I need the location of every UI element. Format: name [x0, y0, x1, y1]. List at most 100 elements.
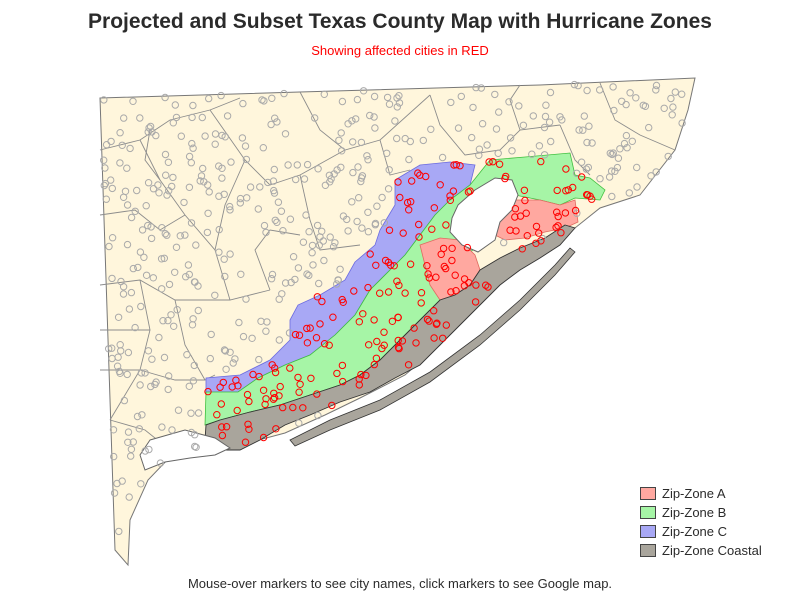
- affected-city-marker[interactable]: [430, 307, 438, 315]
- affected-city-marker[interactable]: [485, 158, 493, 166]
- affected-city-marker[interactable]: [437, 250, 445, 259]
- affected-city-marker[interactable]: [376, 289, 384, 297]
- affected-city-marker[interactable]: [405, 206, 413, 214]
- affected-city-marker[interactable]: [387, 261, 395, 269]
- affected-city-marker[interactable]: [299, 404, 307, 412]
- affected-city-marker[interactable]: [320, 340, 329, 348]
- affected-city-marker[interactable]: [489, 158, 497, 166]
- affected-city-marker[interactable]: [417, 299, 425, 307]
- affected-city-marker[interactable]: [385, 226, 394, 234]
- affected-city-marker[interactable]: [436, 181, 444, 189]
- affected-city-marker[interactable]: [390, 262, 398, 270]
- affected-city-marker[interactable]: [313, 293, 322, 301]
- affected-city-marker[interactable]: [430, 204, 438, 212]
- affected-city-marker[interactable]: [394, 313, 402, 321]
- affected-city-marker[interactable]: [380, 328, 388, 336]
- affected-city-marker[interactable]: [339, 298, 347, 306]
- affected-city-marker[interactable]: [511, 213, 519, 221]
- affected-city-marker[interactable]: [272, 425, 280, 433]
- affected-city-marker[interactable]: [472, 281, 480, 289]
- affected-city-marker[interactable]: [329, 313, 337, 321]
- affected-city-marker[interactable]: [233, 406, 241, 415]
- affected-city-markers[interactable]: [204, 157, 596, 446]
- affected-city-marker[interactable]: [296, 380, 304, 388]
- affected-city-marker[interactable]: [553, 208, 561, 216]
- affected-city-marker[interactable]: [452, 287, 460, 295]
- affected-city-marker[interactable]: [554, 222, 562, 230]
- affected-city-marker[interactable]: [218, 423, 226, 431]
- affected-city-marker[interactable]: [414, 169, 422, 177]
- affected-city-marker[interactable]: [213, 411, 221, 419]
- affected-city-marker[interactable]: [316, 320, 324, 328]
- affected-city-marker[interactable]: [448, 244, 456, 253]
- affected-city-marker[interactable]: [350, 287, 358, 295]
- affected-city-marker[interactable]: [244, 420, 252, 428]
- affected-city-marker[interactable]: [423, 315, 432, 324]
- affected-city-marker[interactable]: [313, 390, 321, 398]
- affected-city-marker[interactable]: [243, 390, 252, 399]
- affected-city-marker[interactable]: [588, 195, 596, 203]
- affected-city-marker[interactable]: [442, 321, 450, 329]
- affected-city-marker[interactable]: [428, 225, 436, 233]
- affected-city-marker[interactable]: [553, 186, 561, 195]
- affected-city-marker[interactable]: [423, 262, 431, 270]
- affected-city-marker[interactable]: [398, 337, 407, 345]
- affected-city-marker[interactable]: [449, 187, 458, 195]
- affected-city-marker[interactable]: [523, 232, 531, 240]
- affected-city-marker[interactable]: [276, 382, 284, 391]
- affected-city-marker[interactable]: [410, 324, 418, 332]
- affected-city-marker[interactable]: [268, 361, 276, 369]
- affected-city-marker[interactable]: [425, 317, 433, 325]
- affected-city-marker[interactable]: [518, 245, 526, 253]
- affected-city-marker[interactable]: [569, 183, 577, 192]
- affected-city-marker[interactable]: [506, 226, 514, 234]
- affected-city-marker[interactable]: [204, 387, 212, 396]
- affected-city-marker[interactable]: [269, 395, 278, 403]
- affected-city-marker[interactable]: [364, 283, 372, 292]
- affected-city-marker[interactable]: [271, 368, 280, 377]
- affected-city-marker[interactable]: [295, 388, 303, 396]
- affected-city-marker[interactable]: [401, 289, 409, 297]
- affected-city-marker[interactable]: [338, 361, 347, 370]
- affected-city-marker[interactable]: [303, 339, 312, 347]
- affected-city-marker[interactable]: [406, 260, 415, 268]
- affected-city-marker[interactable]: [440, 262, 448, 271]
- affected-city-marker[interactable]: [394, 336, 402, 345]
- affected-city-marker[interactable]: [442, 221, 450, 229]
- affected-city-marker[interactable]: [407, 198, 415, 206]
- affected-city-marker[interactable]: [522, 209, 530, 217]
- affected-city-marker[interactable]: [370, 360, 378, 369]
- affected-city-marker[interactable]: [396, 193, 404, 202]
- affected-city-marker[interactable]: [561, 209, 570, 217]
- affected-city-marker[interactable]: [466, 187, 474, 195]
- affected-city-marker[interactable]: [365, 341, 373, 349]
- affected-city-marker[interactable]: [516, 212, 525, 220]
- affected-city-marker[interactable]: [408, 177, 416, 185]
- affected-city-marker[interactable]: [532, 222, 541, 231]
- affected-city-marker[interactable]: [439, 334, 447, 342]
- affected-city-marker[interactable]: [217, 400, 226, 408]
- affected-city-marker[interactable]: [289, 403, 297, 412]
- affected-city-marker[interactable]: [355, 375, 363, 383]
- affected-city-marker[interactable]: [520, 186, 529, 195]
- affected-city-marker[interactable]: [370, 316, 378, 324]
- affected-city-marker[interactable]: [303, 324, 311, 333]
- affected-city-marker[interactable]: [232, 376, 240, 384]
- affected-city-marker[interactable]: [484, 283, 492, 291]
- affected-city-marker[interactable]: [452, 161, 460, 169]
- affected-city-marker[interactable]: [380, 341, 388, 349]
- affected-city-marker[interactable]: [482, 281, 490, 289]
- affected-city-marker[interactable]: [372, 354, 381, 362]
- affected-city-marker[interactable]: [279, 403, 287, 412]
- affected-city-marker[interactable]: [366, 250, 374, 258]
- affected-city-marker[interactable]: [433, 319, 441, 327]
- affected-city-marker[interactable]: [270, 394, 279, 402]
- affected-city-marker[interactable]: [325, 341, 333, 349]
- affected-city-marker[interactable]: [306, 324, 314, 332]
- affected-city-marker[interactable]: [222, 423, 231, 431]
- affected-city-marker[interactable]: [328, 401, 336, 410]
- affected-city-marker[interactable]: [557, 229, 565, 237]
- affected-city-marker[interactable]: [442, 264, 450, 273]
- affected-city-marker[interactable]: [417, 289, 426, 297]
- affected-city-marker[interactable]: [333, 369, 341, 378]
